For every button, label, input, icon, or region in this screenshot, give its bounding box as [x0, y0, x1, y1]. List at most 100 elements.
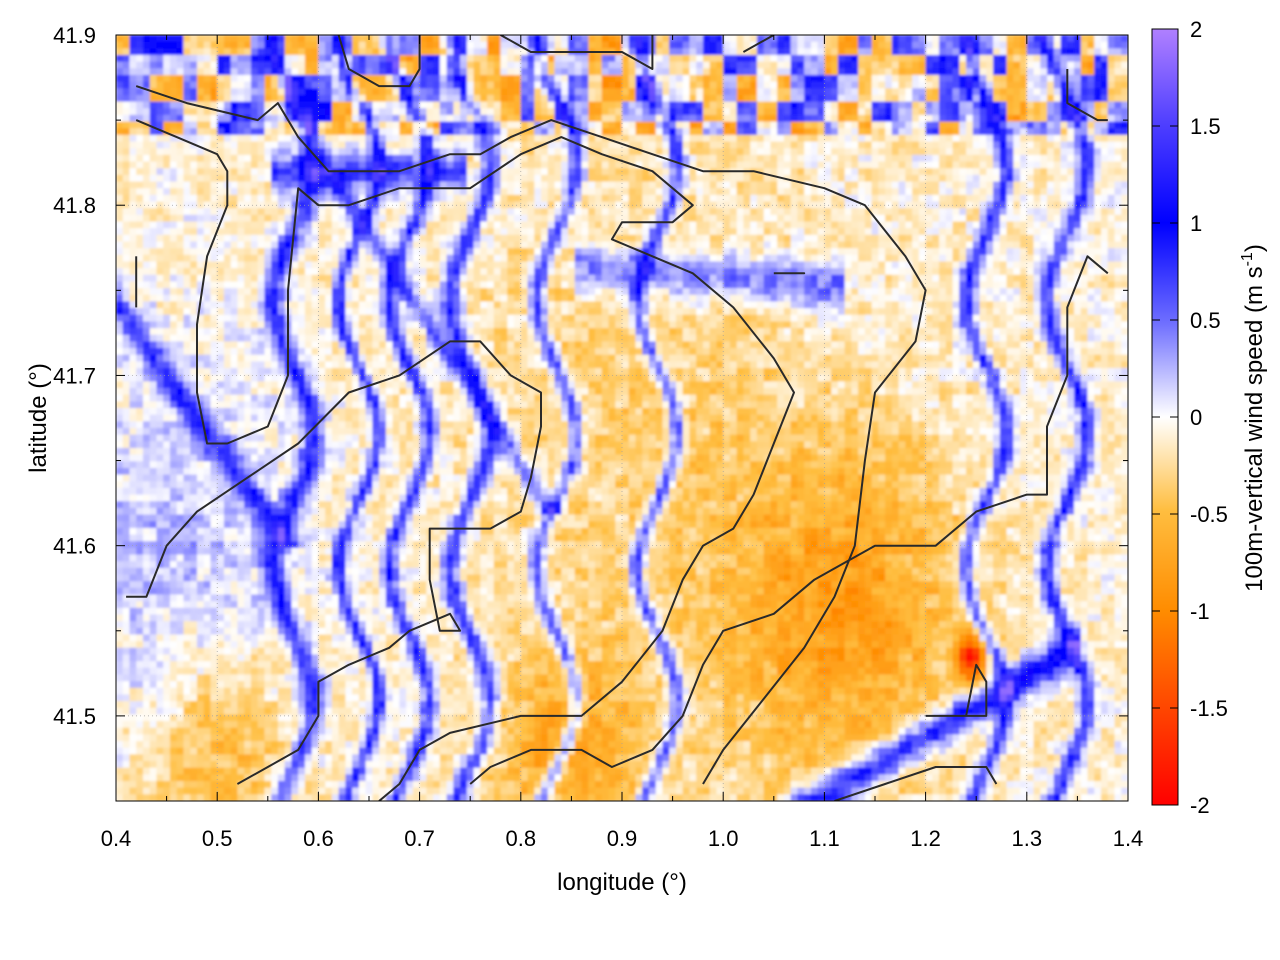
heatmap-cell: [142, 314, 151, 323]
heatmap-cell: [365, 661, 373, 669]
heatmap-cell: [163, 467, 171, 476]
heatmap-cell: [122, 567, 131, 576]
heatmap-cell: [169, 248, 178, 256]
heatmap-cell: [149, 41, 158, 49]
heatmap-cell: [338, 108, 346, 116]
heatmap-cell: [169, 294, 178, 303]
heatmap-cell: [217, 627, 225, 636]
heatmap-cell: [116, 634, 124, 642]
heatmap-cell: [217, 587, 225, 596]
heatmap-cell: [156, 128, 164, 136]
heatmap-cell: [284, 221, 293, 229]
heatmap-cell: [122, 601, 131, 609]
heatmap-cell: [311, 527, 319, 536]
heatmap-cell: [365, 288, 373, 296]
heatmap-cell: [203, 88, 212, 96]
heatmap-cell: [345, 787, 353, 795]
heatmap-cell: [196, 35, 205, 43]
heatmap-cell: [277, 614, 286, 622]
heatmap-cell: [122, 507, 131, 516]
heatmap-cell: [325, 308, 333, 316]
heatmap-cell: [352, 328, 360, 336]
heatmap-cell: [365, 154, 373, 163]
heatmap-cell: [122, 154, 131, 163]
heatmap-cell: [271, 701, 279, 709]
heatmap-cell: [244, 368, 252, 376]
heatmap-cell: [365, 687, 373, 696]
heatmap-cell: [392, 221, 400, 229]
heatmap-cell: [136, 401, 144, 409]
heatmap-cell: [406, 208, 414, 216]
heatmap-cell: [203, 328, 212, 336]
heatmap-cell: [271, 401, 279, 409]
heatmap-cell: [183, 268, 191, 276]
heatmap-cell: [304, 781, 313, 789]
heatmap-cell: [230, 661, 239, 669]
heatmap-cell: [183, 334, 191, 342]
heatmap-cell: [223, 88, 232, 96]
heatmap-cell: [304, 667, 313, 676]
heatmap-cell: [217, 261, 225, 269]
heatmap-cell: [298, 534, 306, 542]
heatmap-cell: [399, 527, 407, 536]
heatmap-cell: [358, 647, 367, 656]
heatmap-cell: [210, 308, 218, 316]
heatmap-cell: [244, 561, 252, 569]
heatmap-cell: [406, 35, 414, 43]
heatmap-cell: [365, 248, 373, 256]
heatmap-cell: [345, 368, 353, 376]
heatmap-cell: [136, 308, 144, 316]
heatmap-cell: [190, 774, 198, 782]
heatmap-cell: [136, 74, 144, 83]
heatmap-cell: [136, 427, 144, 436]
heatmap-cell: [183, 341, 191, 349]
heatmap-cell: [352, 394, 360, 402]
heatmap-cell: [136, 634, 144, 642]
heatmap-cell: [217, 601, 225, 609]
heatmap-cell: [237, 467, 245, 476]
heatmap-cell: [116, 554, 124, 562]
heatmap-cell: [203, 68, 212, 76]
heatmap-cell: [122, 774, 131, 782]
heatmap-cell: [277, 441, 286, 449]
heatmap-cell: [399, 374, 407, 382]
heatmap-cell: [190, 414, 198, 422]
heatmap-cell: [257, 61, 266, 69]
heatmap-cell: [237, 661, 245, 669]
heatmap-cell: [149, 707, 158, 716]
heatmap-cell: [149, 188, 158, 196]
heatmap-cell: [196, 634, 205, 642]
heatmap-cell: [244, 181, 252, 189]
heatmap-cell: [406, 281, 414, 289]
heatmap-cell: [264, 334, 272, 342]
heatmap-cell: [237, 547, 245, 556]
heatmap-cell: [271, 201, 279, 209]
heatmap-cell: [331, 181, 340, 189]
heatmap-cell: [358, 427, 367, 436]
heatmap-cell: [277, 521, 286, 529]
heatmap-cell: [149, 734, 158, 742]
heatmap-cell: [399, 541, 407, 549]
heatmap-cell: [176, 248, 185, 256]
heatmap-cell: [399, 581, 407, 589]
heatmap-cell: [399, 108, 407, 116]
heatmap-cell: [176, 181, 185, 189]
heatmap-cell: [379, 174, 387, 183]
heatmap-cell: [129, 341, 137, 349]
heatmap-cell: [392, 108, 400, 116]
heatmap-cell: [385, 607, 394, 616]
heatmap-cell: [338, 561, 346, 569]
heatmap-cell: [372, 314, 380, 323]
heatmap-cell: [129, 481, 137, 489]
heatmap-cell: [116, 534, 124, 542]
heatmap-cell: [298, 647, 306, 656]
heatmap-cell: [230, 361, 239, 369]
heatmap-cell: [136, 761, 144, 769]
heatmap-cell: [399, 794, 407, 801]
heatmap-cell: [372, 401, 380, 409]
heatmap-cell: [136, 61, 144, 69]
heatmap-cell: [163, 694, 171, 702]
heatmap-cell: [331, 587, 340, 596]
heatmap-cell: [244, 567, 252, 576]
heatmap-cell: [338, 341, 346, 349]
